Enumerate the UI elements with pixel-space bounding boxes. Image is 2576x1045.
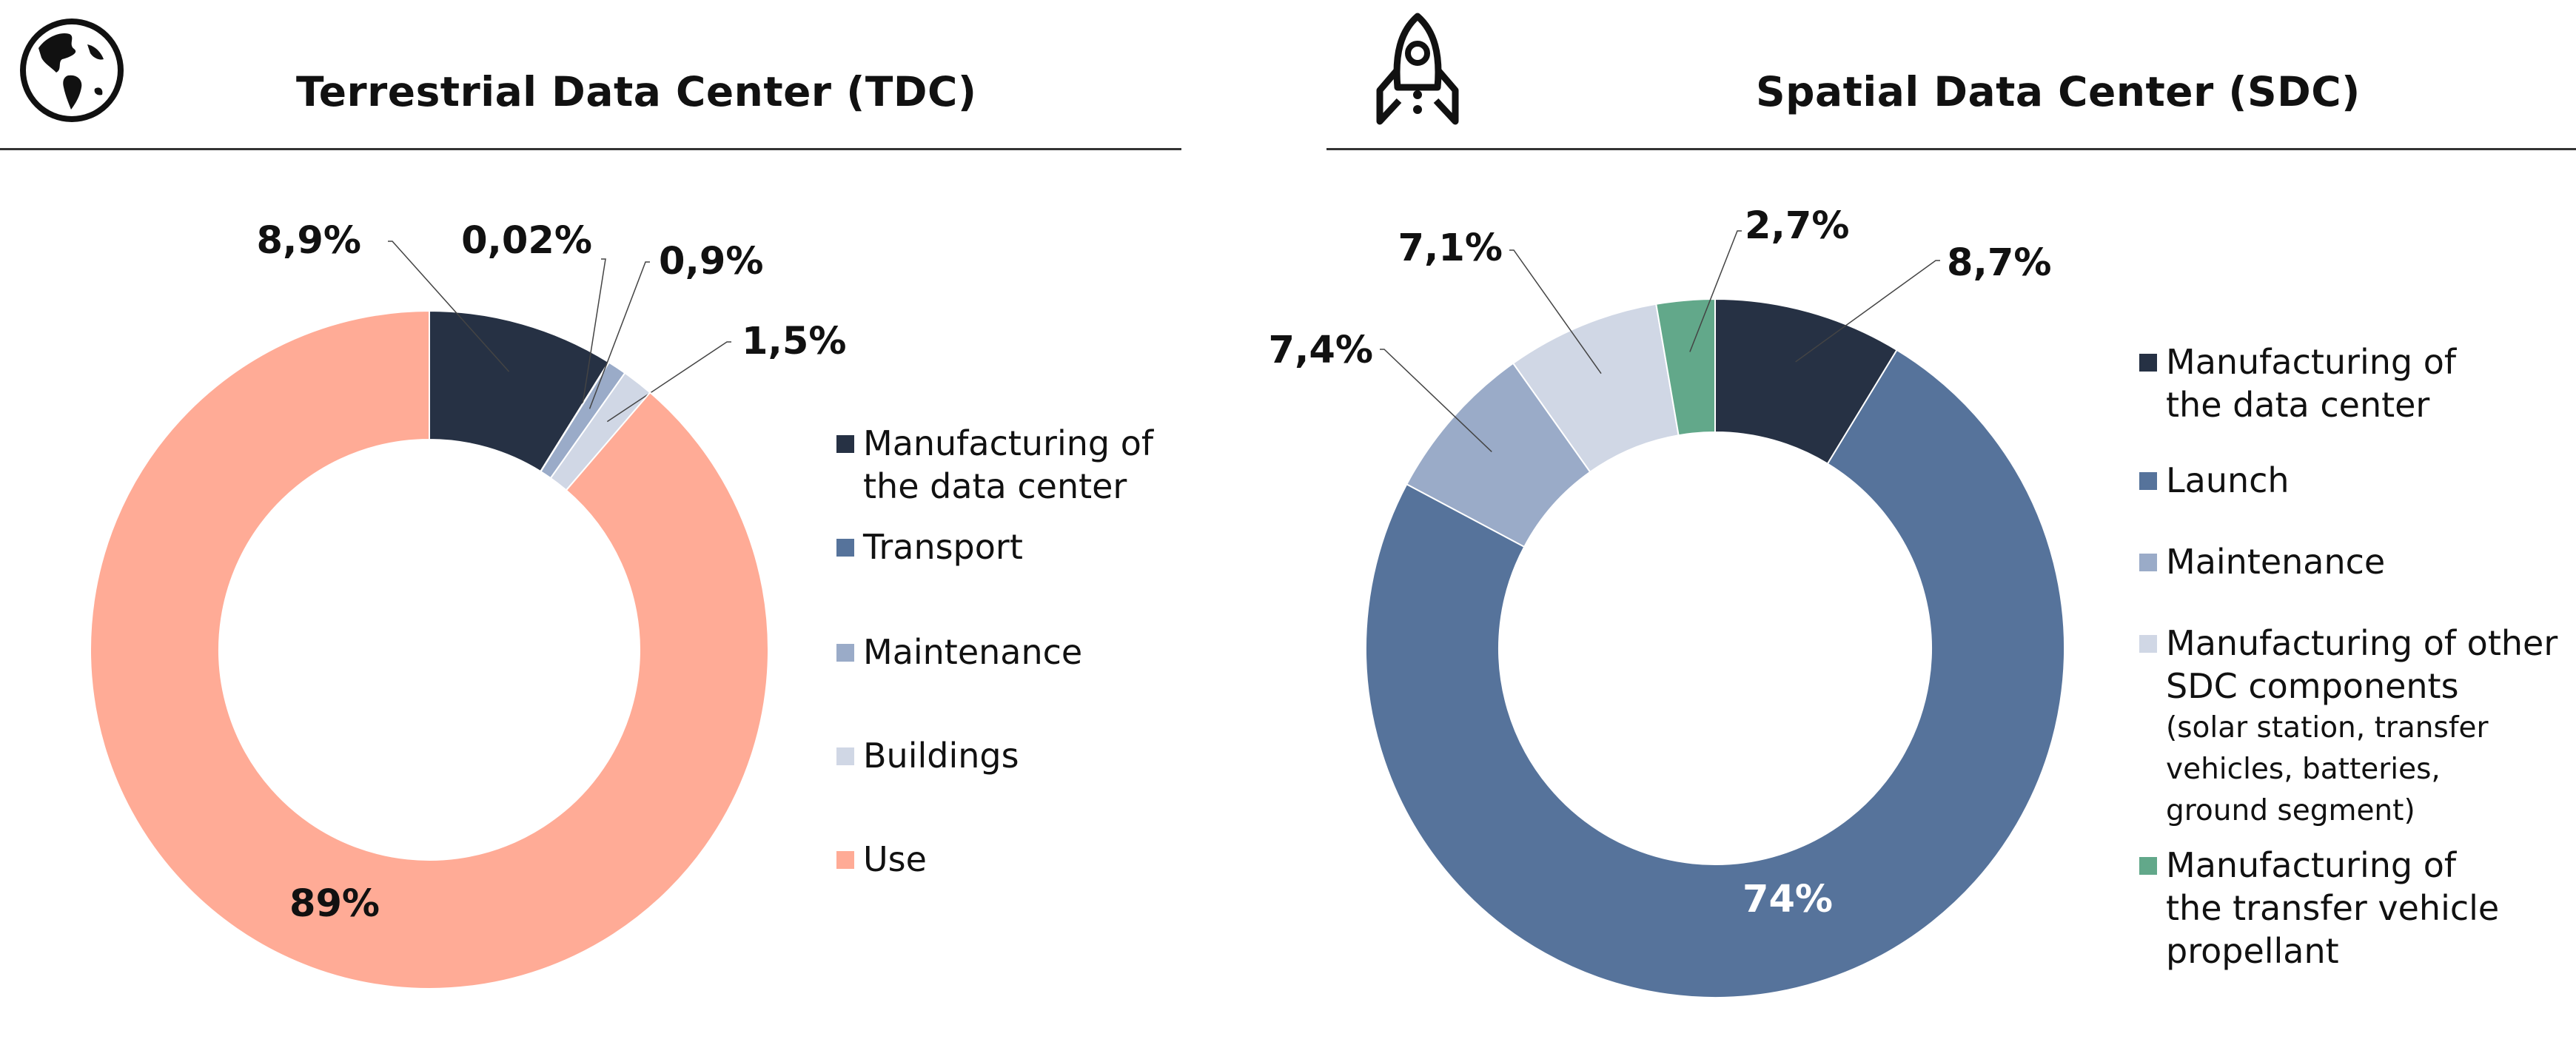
tdc-leader-line-3 bbox=[588, 261, 650, 409]
sdc-slice-2 bbox=[1365, 349, 2065, 998]
tdc-data-label-1: 8,9% bbox=[257, 219, 361, 263]
tdc-donut-chart: 8,9% 0,02% 0,9% 1,5% 89% bbox=[90, 219, 846, 989]
tdc-legend-label-2: Transport bbox=[863, 527, 1023, 567]
sdc-legend-label-1: Manufacturing of the data center bbox=[2166, 342, 2457, 425]
tdc-legend-item-2: Transport bbox=[836, 525, 1023, 568]
tdc-slice-5 bbox=[90, 309, 769, 989]
sdc-legend-sublabel-4: (solar station, transfer vehicles, batter… bbox=[2166, 711, 2489, 827]
sdc-panel: Spatial Data Center (SDC) 8,7% 74% 7,4% 7,1… bbox=[1269, 0, 2576, 1045]
sdc-legend-label-4: Manufacturing of other SDC components (sol… bbox=[2166, 622, 2557, 832]
tdc-legend-item-3: Maintenance bbox=[836, 631, 1082, 673]
tdc-leader-line-2 bbox=[582, 258, 606, 405]
globe-icon bbox=[20, 19, 124, 122]
sdc-slice-5 bbox=[1655, 298, 1716, 437]
sdc-legend-swatch-1 bbox=[2139, 354, 2157, 372]
sdc-legend-item-3: Maintenance bbox=[2139, 540, 2385, 583]
sdc-legend-item-5: Manufacturing of the transfer vehicle prop… bbox=[2139, 844, 2499, 972]
sdc-leader-line-4 bbox=[1509, 249, 1602, 374]
sdc-legend-item-1: Manufacturing of the data center bbox=[2139, 340, 2456, 426]
tdc-legend-swatch-2 bbox=[836, 539, 854, 557]
sdc-data-label-5: 2,7% bbox=[1745, 204, 1849, 248]
sdc-data-label-1: 8,7% bbox=[1947, 241, 2051, 285]
rocket-icon bbox=[1376, 13, 1459, 125]
tdc-data-label-5: 89% bbox=[289, 882, 380, 926]
sdc-data-label-3: 7,4% bbox=[1269, 329, 1373, 372]
tdc-divider bbox=[0, 148, 1181, 150]
sdc-data-label-4: 7,1% bbox=[1398, 226, 1503, 270]
sdc-legend-label-3: Maintenance bbox=[2166, 542, 2386, 582]
tdc-leader-line-1 bbox=[388, 241, 510, 372]
tdc-data-label-4: 1,5% bbox=[742, 320, 846, 363]
sdc-donut-chart: 8,7% 74% 7,4% 7,1% 2,7% bbox=[1269, 204, 2065, 998]
sdc-legend-label-2: Launch bbox=[2166, 460, 2290, 500]
tdc-legend-label-1: Manufacturing of the data center bbox=[863, 423, 1154, 506]
sdc-leader-line-5 bbox=[1689, 230, 1742, 352]
sdc-data-label-2: 74% bbox=[1743, 878, 1833, 921]
sdc-legend-swatch-2 bbox=[2139, 472, 2157, 490]
sdc-legend-label-5: Manufacturing of the transfer vehicle prop… bbox=[2166, 845, 2500, 971]
tdc-legend-swatch-3 bbox=[836, 644, 854, 662]
sdc-title: Spatial Data Center (SDC) bbox=[1756, 68, 2361, 115]
sdc-legend-swatch-4 bbox=[2139, 635, 2157, 653]
tdc-legend-label-3: Maintenance bbox=[863, 632, 1083, 672]
tdc-legend-item-5: Use bbox=[836, 838, 927, 881]
tdc-title: Terrestrial Data Center (TDC) bbox=[296, 68, 977, 115]
tdc-legend-swatch-5 bbox=[836, 851, 854, 869]
sdc-legend-item-2: Launch bbox=[2139, 459, 2290, 502]
tdc-legend-item-4: Buildings bbox=[836, 734, 1019, 777]
tdc-legend-label-4: Buildings bbox=[863, 736, 1019, 776]
sdc-divider bbox=[1326, 148, 2576, 150]
tdc-legend-swatch-1 bbox=[836, 435, 854, 453]
tdc-data-label-2: 0,02% bbox=[461, 219, 592, 263]
sdc-leader-line-1 bbox=[1795, 260, 1940, 363]
sdc-legend-swatch-5 bbox=[2139, 857, 2157, 875]
tdc-data-label-3: 0,9% bbox=[659, 240, 763, 283]
tdc-panel: Terrestrial Data Center (TDC) 8,9% 0,02% 0… bbox=[0, 0, 1184, 1045]
tdc-legend-swatch-4 bbox=[836, 747, 854, 765]
tdc-legend-item-1: Manufacturing of the data center bbox=[836, 422, 1153, 508]
sdc-leader-line-3 bbox=[1380, 349, 1492, 452]
sdc-legend-item-4: Manufacturing of other SDC components (sol… bbox=[2139, 622, 2557, 832]
tdc-legend-label-5: Use bbox=[863, 839, 927, 879]
sdc-legend-swatch-3 bbox=[2139, 554, 2157, 571]
